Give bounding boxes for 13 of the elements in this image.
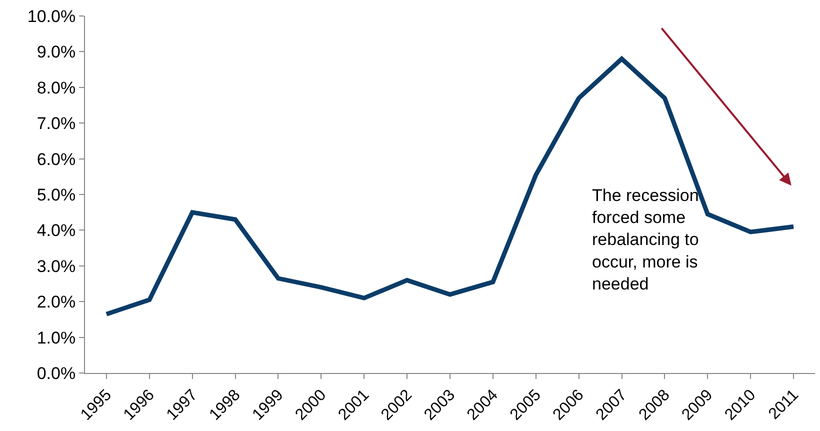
- line-series: [104, 56, 796, 316]
- y-tick-label: 1.0%: [36, 328, 76, 348]
- y-tick-label: 3.0%: [36, 256, 76, 276]
- y-tick-label: 4.0%: [36, 221, 76, 240]
- y-tick-label: 9.0%: [36, 42, 76, 62]
- y-tick-label: 8.0%: [36, 78, 76, 98]
- y-tick-label: 6.0%: [36, 150, 76, 169]
- y-tick-label: 5.0%: [36, 185, 76, 204]
- y-tick-label: 10.0%: [27, 6, 76, 26]
- annotation: The recession forced some rebalancing to occur, more is needed: [592, 186, 699, 294]
- y-tick-label: 7.0%: [36, 114, 76, 134]
- y-tick-label: 2.0%: [36, 292, 76, 312]
- y-tick-label: 0.0%: [36, 364, 76, 383]
